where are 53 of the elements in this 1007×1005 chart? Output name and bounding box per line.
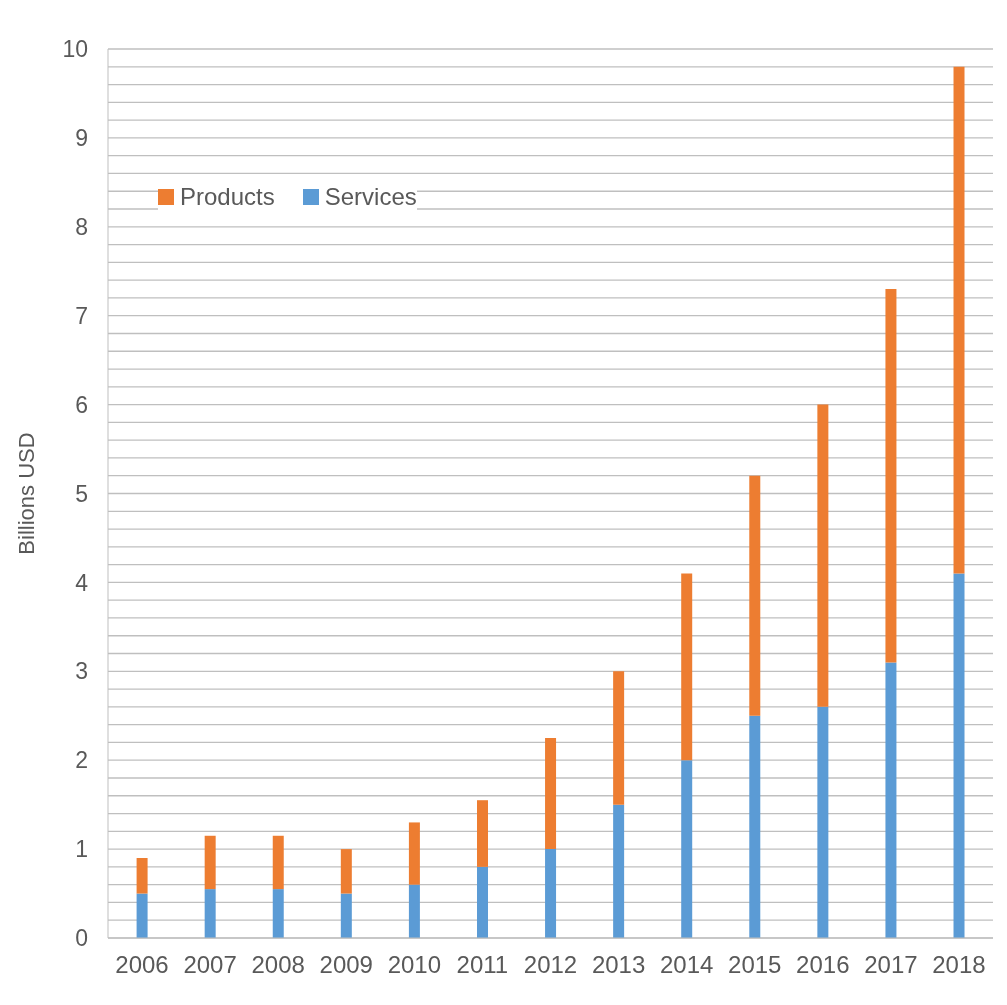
bar xyxy=(613,671,625,805)
bar xyxy=(749,475,761,716)
x-tick-label: 2008 xyxy=(251,951,305,979)
x-tick-label: 2011 xyxy=(456,951,509,979)
bar xyxy=(204,835,216,890)
y-tick-label: 5 xyxy=(75,480,88,507)
bar xyxy=(749,715,761,938)
bar xyxy=(545,849,557,938)
y-tick-label: 8 xyxy=(75,213,88,240)
bar xyxy=(340,893,352,938)
y-tick-label: 4 xyxy=(75,569,89,596)
x-tick-label: 2006 xyxy=(115,951,169,979)
y-tick-label: 7 xyxy=(75,302,88,329)
bar xyxy=(204,889,216,938)
y-tick-label: 2 xyxy=(75,747,88,774)
bar xyxy=(613,804,625,938)
x-tick-label: 2007 xyxy=(183,951,237,979)
bar xyxy=(136,857,148,894)
y-tick-label: 1 xyxy=(75,836,88,863)
x-tick-label: 2012 xyxy=(523,951,578,979)
bar xyxy=(817,404,829,707)
x-tick-label: 2013 xyxy=(591,951,646,979)
y-axis-title: Billions USD xyxy=(13,432,39,555)
bar xyxy=(817,706,829,938)
bar xyxy=(136,893,148,938)
bar xyxy=(408,884,420,938)
x-tick-label: 2010 xyxy=(387,951,442,979)
x-tick-label: 2018 xyxy=(932,951,986,979)
x-tick-label: 2017 xyxy=(864,951,918,979)
x-tick-label: 2009 xyxy=(319,951,373,979)
legend-label: Services xyxy=(323,183,417,211)
x-tick-label: 2016 xyxy=(796,951,850,979)
y-tick-label: 6 xyxy=(75,391,88,418)
bar xyxy=(885,289,897,663)
bar xyxy=(272,889,284,938)
bar xyxy=(272,835,284,890)
bar xyxy=(340,849,352,894)
legend-label: Products xyxy=(179,183,275,211)
y-tick-label: 10 xyxy=(62,36,88,63)
bar xyxy=(681,760,693,938)
bar xyxy=(953,66,965,574)
bar xyxy=(545,737,557,850)
bar xyxy=(476,866,488,938)
y-tick-label: 0 xyxy=(75,925,88,952)
x-tick-label: 2015 xyxy=(728,951,782,979)
y-tick-label: 9 xyxy=(75,125,88,152)
y-tick-label: 3 xyxy=(75,658,88,685)
bar xyxy=(476,800,488,867)
bar xyxy=(681,573,693,761)
bar xyxy=(408,822,420,885)
bar xyxy=(953,573,965,938)
x-tick-label: 2014 xyxy=(659,951,714,979)
bar xyxy=(885,662,897,938)
